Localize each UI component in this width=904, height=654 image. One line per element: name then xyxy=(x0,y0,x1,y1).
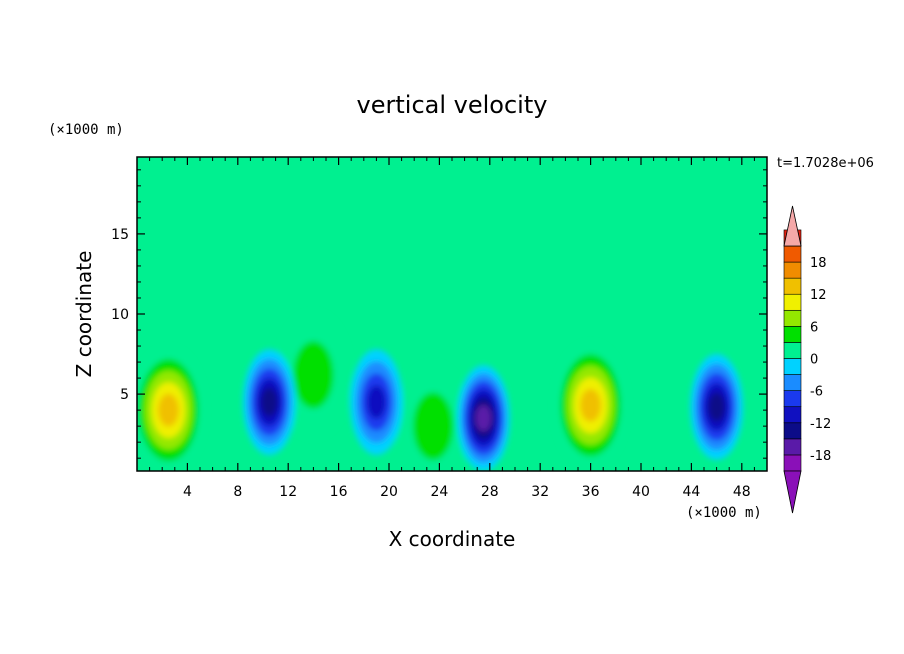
x-tick-label: 4 xyxy=(183,484,192,500)
velocity-cell-downdraft xyxy=(457,365,510,471)
contour-blobs xyxy=(137,312,744,471)
y-tick-label: 5 xyxy=(120,387,129,403)
contour-level xyxy=(260,387,278,417)
x-tick-label: 32 xyxy=(531,484,549,500)
x-axis-label: X coordinate xyxy=(389,527,516,551)
contour-level xyxy=(475,405,492,431)
colorbar-swatch xyxy=(783,358,802,375)
colorbar-tick-label: -6 xyxy=(810,385,823,400)
colorbar-extend-high xyxy=(783,205,802,247)
velocity-cell-updraft xyxy=(396,363,470,471)
velocity-cell-downdraft xyxy=(242,349,296,455)
velocity-cell-downdraft xyxy=(690,354,744,460)
y-axis-label: Z coordinate xyxy=(72,251,96,378)
colorbar-tick-label: 6 xyxy=(810,320,818,335)
velocity-cell-downdraft xyxy=(349,349,403,455)
colorbar-tick-label: -12 xyxy=(810,417,831,432)
colorbar-swatch xyxy=(783,309,802,327)
x-tick-label: 36 xyxy=(582,484,600,500)
velocity-cell-updraft xyxy=(137,347,206,471)
y-axis: 5 10 15 xyxy=(111,169,767,459)
colorbar-tick-label: 0 xyxy=(810,353,818,368)
colorbar-tick-label: 18 xyxy=(810,256,827,271)
colorbar-swatch xyxy=(783,438,802,456)
colorbar-swatch xyxy=(783,277,802,295)
contour-level xyxy=(580,388,601,422)
y-tick-label: 10 xyxy=(111,307,129,323)
x-tick-label: 48 xyxy=(733,484,751,500)
x-tick-label: 28 xyxy=(481,484,499,500)
contour-level xyxy=(293,341,334,409)
x-axis: 4 8 12 16 20 24 28 32 36 40 44 48 xyxy=(149,157,755,500)
x-unit-label: (×1000 m) xyxy=(686,505,762,521)
contour-level xyxy=(708,392,725,422)
colorbar-swatch xyxy=(783,245,802,263)
y-tick-label: 15 xyxy=(111,227,129,243)
contour-field xyxy=(137,157,767,471)
x-tick-label: 12 xyxy=(279,484,297,500)
x-tick-label: 24 xyxy=(430,484,448,500)
colorbar-swatch xyxy=(783,406,802,424)
colorbar: 18 12 6 0 -6 -12 -18 xyxy=(783,205,831,514)
x-tick-label: 40 xyxy=(632,484,650,500)
chart-title: vertical velocity xyxy=(357,91,548,119)
x-tick-label: 8 xyxy=(233,484,242,500)
colorbar-swatch xyxy=(783,374,802,391)
colorbar-swatch xyxy=(783,293,802,311)
x-tick-label: 16 xyxy=(330,484,348,500)
x-tick-label: 44 xyxy=(682,484,700,500)
y-unit-label: (×1000 m) xyxy=(48,122,124,138)
contour-level xyxy=(366,385,386,419)
colorbar-swatch xyxy=(783,454,802,472)
colorbar-swatch xyxy=(783,261,802,279)
colorbar-swatch xyxy=(783,390,802,408)
colorbar-tick-label: 12 xyxy=(810,288,827,303)
time-label: t=1.7028e+06 xyxy=(777,156,874,171)
contour-level xyxy=(158,393,179,427)
colorbar-extend-low xyxy=(783,470,802,514)
colorbar-swatch xyxy=(783,342,802,359)
colorbar-swatch xyxy=(783,422,802,440)
colorbar-swatch xyxy=(783,326,802,343)
colorbar-tick-label: -18 xyxy=(810,449,831,464)
contour-level xyxy=(412,392,454,460)
velocity-cell-updraft xyxy=(554,342,628,468)
x-tick-label: 20 xyxy=(380,484,398,500)
